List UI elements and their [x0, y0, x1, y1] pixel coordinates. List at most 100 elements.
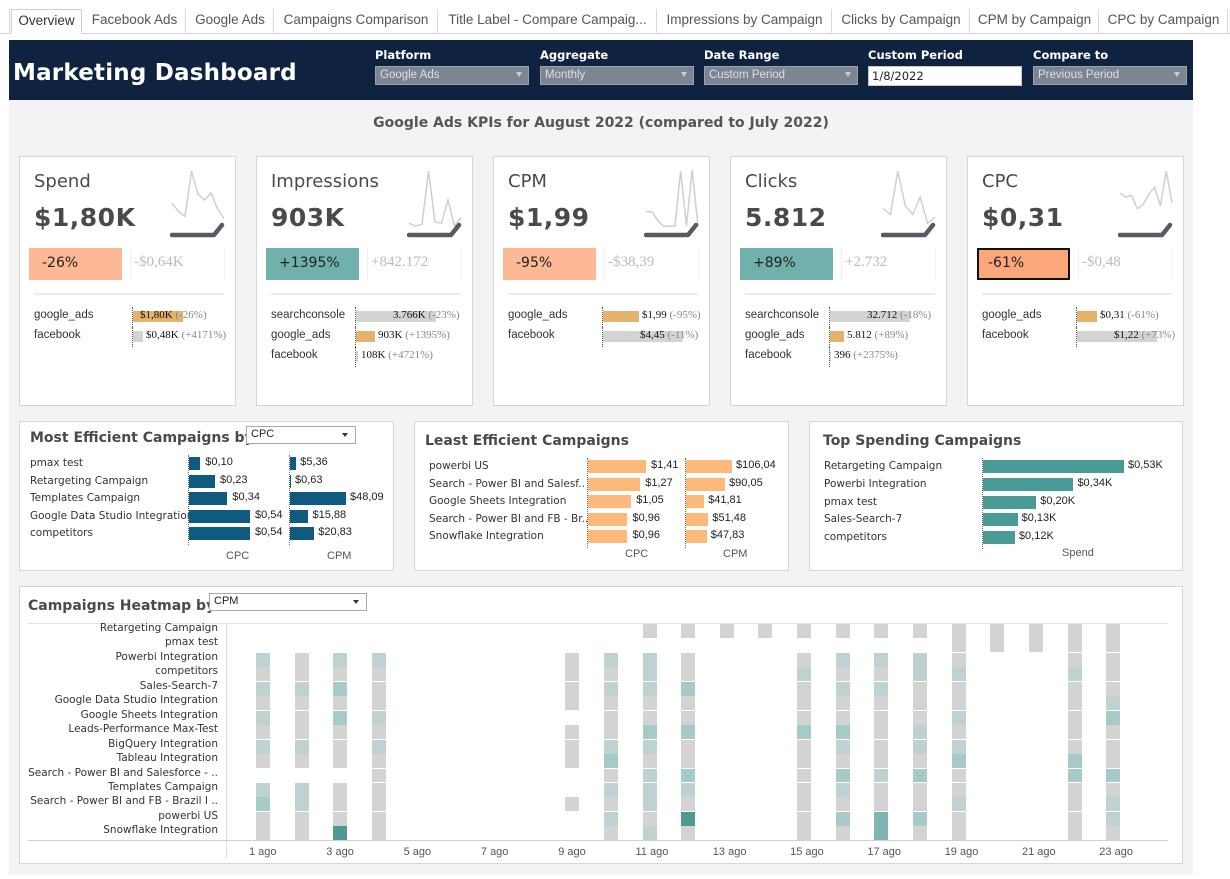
breakdown-row[interactable]: facebook 108K (+4721%) [271, 347, 471, 367]
heatmap-cell[interactable] [333, 754, 348, 768]
heatmap-cell[interactable] [874, 768, 889, 783]
heatmap-cell[interactable] [951, 696, 966, 711]
campaign-row[interactable]: pmax test $0,20K [810, 495, 1182, 512]
heatmap-cell[interactable] [256, 710, 270, 725]
heatmap-cell[interactable] [835, 710, 850, 725]
heatmap-cell[interactable] [913, 652, 928, 667]
heatmap-cell[interactable] [835, 797, 850, 812]
heatmap-cell[interactable] [603, 826, 618, 841]
heatmap-cell[interactable] [256, 739, 270, 754]
heatmap-cell[interactable] [874, 797, 889, 812]
heatmap-cell[interactable] [835, 826, 850, 841]
heatmap-cell[interactable] [681, 667, 696, 682]
custom-period-input[interactable]: 1/8/2022 [868, 66, 1022, 86]
heatmap-cell[interactable] [1067, 797, 1082, 812]
tab-clicks-by-campaign[interactable]: Clicks by Campaign [833, 9, 970, 34]
heatmap-cell[interactable] [835, 739, 850, 754]
heatmap-cell[interactable] [294, 754, 309, 768]
heatmap-cell[interactable] [333, 696, 348, 711]
heatmap-cell[interactable] [990, 638, 1005, 653]
heatmap-cell[interactable] [1067, 624, 1082, 638]
heatmap-cell[interactable] [990, 624, 1005, 638]
heatmap-cell[interactable] [1067, 696, 1082, 711]
heatmap-cell[interactable] [835, 696, 850, 711]
heatmap-cell[interactable] [835, 681, 850, 696]
heatmap-cell[interactable] [835, 754, 850, 768]
heatmap-cell[interactable] [1067, 710, 1082, 725]
heatmap-cell[interactable] [642, 782, 657, 797]
heatmap-cell[interactable] [681, 739, 696, 754]
campaign-row[interactable]: competitors $0,54 $20,83 [20, 526, 393, 543]
heatmap-cell[interactable] [256, 826, 270, 841]
heatmap-cell[interactable] [681, 811, 696, 826]
heatmap-cell[interactable] [681, 754, 696, 768]
kpi-change-badge[interactable]: -95% [503, 248, 596, 280]
heatmap-cell[interactable] [371, 739, 386, 754]
heatmap-cell[interactable] [642, 754, 657, 768]
platform-select[interactable]: Google Ads [375, 66, 529, 85]
heatmap-cell[interactable] [951, 754, 966, 768]
heatmap-cell[interactable] [681, 681, 696, 696]
heatmap-cell[interactable] [835, 652, 850, 667]
heatmap-cell[interactable] [1106, 667, 1121, 682]
heatmap-cell[interactable] [333, 797, 348, 812]
heatmap-cell[interactable] [1029, 638, 1043, 653]
heatmap-cell[interactable] [1106, 754, 1121, 768]
heatmap-cell[interactable] [603, 811, 618, 826]
heatmap-cell[interactable] [565, 797, 580, 812]
heatmap-cell[interactable] [371, 667, 386, 682]
heatmap-cell[interactable] [333, 739, 348, 754]
heatmap-cell[interactable] [797, 811, 812, 826]
heatmap-cell[interactable] [333, 667, 348, 682]
tab-impressions-by-campaign[interactable]: Impressions by Campaign [658, 9, 832, 34]
heatmap-cell[interactable] [642, 667, 657, 682]
heatmap-cell[interactable] [951, 826, 966, 841]
heatmap-cell[interactable] [681, 624, 696, 638]
heatmap-cell[interactable] [681, 768, 696, 783]
kpi-change-badge[interactable]: -61% [977, 248, 1070, 280]
heatmap-cell[interactable] [642, 725, 657, 740]
heatmap-cell[interactable] [294, 696, 309, 711]
heatmap-cell[interactable] [371, 652, 386, 667]
heatmap-cell[interactable] [874, 667, 889, 682]
heatmap-cell[interactable] [1067, 826, 1082, 841]
heatmap-cell[interactable] [1106, 710, 1121, 725]
heatmap-cell[interactable] [642, 681, 657, 696]
heatmap-cell[interactable] [874, 826, 889, 841]
heatmap-cell[interactable] [333, 710, 348, 725]
heatmap-cell[interactable] [565, 725, 580, 740]
heatmap-cell[interactable] [294, 797, 309, 812]
kpi-change-badge[interactable]: +89% [740, 248, 833, 280]
heatmap-cell[interactable] [603, 652, 618, 667]
heatmap-cell[interactable] [1067, 652, 1082, 667]
heatmap-cell[interactable] [642, 710, 657, 725]
heatmap-cell[interactable] [294, 739, 309, 754]
heatmap-cell[interactable] [603, 797, 618, 812]
heatmap-cell[interactable] [874, 681, 889, 696]
heatmap-cell[interactable] [913, 797, 928, 812]
heatmap-cell[interactable] [333, 681, 348, 696]
heatmap-cell[interactable] [333, 811, 348, 826]
heatmap-cell[interactable] [603, 725, 618, 740]
heatmap-cell[interactable] [294, 782, 309, 797]
heatmap-cell[interactable] [1067, 667, 1082, 682]
heatmap-cell[interactable] [951, 624, 966, 638]
breakdown-row[interactable]: google_ads 903K (+1395%) [271, 327, 471, 347]
heatmap-cell[interactable] [1106, 826, 1121, 841]
heatmap-cell[interactable] [1106, 797, 1121, 812]
breakdown-row[interactable]: google_ads $1,80K (-26%) [34, 307, 234, 327]
heatmap-cell[interactable] [874, 811, 889, 826]
campaign-row[interactable]: Powerbi Integration $0,34K [810, 477, 1182, 494]
heatmap-cell[interactable] [1067, 739, 1082, 754]
heatmap-cell[interactable] [603, 739, 618, 754]
heatmap-cell[interactable] [1106, 652, 1121, 667]
heatmap-cell[interactable] [797, 739, 812, 754]
heatmap-cell[interactable] [797, 826, 812, 841]
heatmap-cell[interactable] [797, 725, 812, 740]
heatmap-cell[interactable] [642, 696, 657, 711]
heatmap-cell[interactable] [256, 811, 270, 826]
heatmap-cell[interactable] [797, 652, 812, 667]
campaign-row[interactable]: Templates Campaign $0,34 $48,09 [20, 491, 393, 508]
campaign-row[interactable]: Retargeting Campaign $0,23 $0,63 [20, 474, 393, 491]
heatmap-cell[interactable] [835, 811, 850, 826]
